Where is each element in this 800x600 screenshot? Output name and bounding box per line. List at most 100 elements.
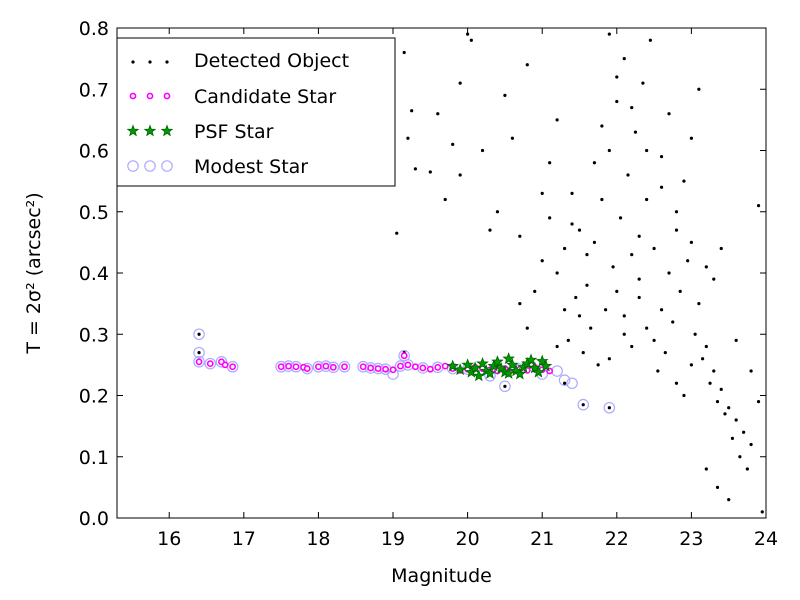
y-tick-label: 0.6 bbox=[79, 141, 109, 163]
detected-object-point bbox=[645, 148, 649, 153]
legend-marker-symbol bbox=[127, 160, 139, 172]
y-tick-label: 0.3 bbox=[79, 324, 109, 346]
detected-object-point bbox=[678, 289, 682, 293]
legend-marker-symbol bbox=[148, 60, 152, 64]
y-tick-label: 0.7 bbox=[79, 79, 109, 101]
x-axis: 16 17 18 19 20 21 22 23 24 bbox=[157, 28, 778, 550]
candidate-star-point bbox=[315, 363, 322, 371]
modest-star-point bbox=[193, 346, 205, 359]
detected-object-point bbox=[637, 295, 641, 300]
legend-marker-symbol bbox=[163, 92, 171, 100]
detected-object-point bbox=[738, 455, 742, 459]
detected-object-point bbox=[622, 314, 626, 318]
legend-label-psf: PSF Star bbox=[194, 121, 274, 143]
psf-star-point bbox=[491, 355, 504, 368]
legend-marker-symbol bbox=[165, 60, 169, 64]
detected-object-point bbox=[727, 498, 731, 502]
detected-object-point bbox=[633, 130, 638, 134]
detected-object-point bbox=[585, 283, 589, 287]
detected-object-point bbox=[734, 418, 738, 422]
psf-star-point bbox=[524, 353, 538, 366]
detected-object-point bbox=[641, 81, 645, 85]
detected-object-point bbox=[510, 136, 514, 140]
legend: Detected Object Candidate Star PSF Star … bbox=[116, 37, 396, 187]
detected-object-point bbox=[596, 363, 600, 367]
y-axis: 0.0 0.1 0.2 0.3 0.4 0.5 0.6 0.7 0.8 bbox=[79, 18, 766, 530]
detected-object-point bbox=[548, 161, 552, 165]
detected-object-point bbox=[466, 32, 470, 36]
psf-star-point bbox=[502, 366, 515, 379]
modest-star-point bbox=[566, 377, 578, 390]
detected-object-point bbox=[406, 136, 410, 140]
modest-star-point bbox=[551, 365, 563, 377]
y-axis-label: T = 2σ² (arcsec²) bbox=[23, 192, 45, 354]
detected-object-point bbox=[443, 197, 447, 202]
x-tick-label: 22 bbox=[605, 528, 629, 550]
detected-object-point bbox=[704, 467, 708, 471]
detected-object-point bbox=[533, 289, 537, 293]
psf-star-point bbox=[453, 363, 467, 376]
candidate-star-point bbox=[411, 363, 419, 371]
detected-object-point bbox=[674, 210, 679, 214]
detected-object-point bbox=[518, 302, 522, 306]
detected-object-point bbox=[760, 510, 764, 514]
psf-star-point bbox=[502, 352, 515, 365]
candidate-star-point bbox=[419, 364, 427, 372]
detected-object-point bbox=[577, 314, 582, 318]
legend-marker-symbol bbox=[129, 92, 137, 100]
x-tick-label: 20 bbox=[456, 528, 480, 550]
detected-object-point bbox=[730, 436, 735, 440]
modest-star-point bbox=[499, 380, 511, 393]
detected-object-point bbox=[413, 167, 417, 171]
psf-star-point bbox=[513, 367, 527, 380]
detected-object-point bbox=[622, 57, 626, 61]
legend-label-detected: Detected Object bbox=[194, 50, 349, 72]
detected-object-point bbox=[742, 430, 746, 434]
detected-object-point bbox=[715, 485, 720, 489]
detected-object-point bbox=[540, 259, 544, 263]
detected-object-point bbox=[626, 173, 630, 177]
detected-object-point bbox=[734, 338, 738, 342]
detected-object-point bbox=[469, 38, 473, 42]
detected-object-point bbox=[749, 369, 753, 373]
detected-object-point bbox=[630, 253, 634, 257]
detected-object-point bbox=[518, 234, 522, 238]
detected-object-point bbox=[686, 259, 690, 263]
y-tick-label: 0.0 bbox=[79, 508, 109, 530]
detected-object-point bbox=[645, 197, 649, 202]
detected-object-point bbox=[745, 467, 749, 471]
x-tick-label: 24 bbox=[754, 528, 778, 550]
psf-star-point bbox=[483, 366, 497, 379]
detected-object-point bbox=[548, 216, 552, 220]
detected-object-point bbox=[600, 197, 604, 202]
detected-object-point bbox=[630, 344, 634, 349]
detected-object-point bbox=[667, 271, 671, 275]
detected-object-point bbox=[607, 406, 611, 410]
detected-object-point bbox=[659, 155, 664, 159]
detected-object-point bbox=[562, 308, 567, 312]
detected-object-point bbox=[715, 400, 720, 404]
detected-object-point bbox=[488, 228, 492, 232]
candidate-star-point bbox=[195, 358, 203, 366]
detected-object-point bbox=[712, 369, 716, 373]
x-tick-label: 16 bbox=[157, 528, 181, 550]
legend-marker-symbol bbox=[126, 124, 140, 137]
detected-object-point bbox=[503, 93, 507, 97]
detected-object-point bbox=[540, 191, 544, 195]
detected-object-point bbox=[495, 210, 500, 214]
detected-object-point bbox=[555, 344, 559, 349]
y-tick-label: 0.1 bbox=[79, 447, 109, 469]
detected-object-point bbox=[574, 295, 578, 300]
detected-object-point bbox=[562, 381, 567, 385]
legend-marker-symbol bbox=[143, 124, 157, 137]
candidate-star-point bbox=[292, 363, 300, 371]
psf-star-point bbox=[539, 359, 553, 372]
detected-object-point bbox=[570, 222, 574, 226]
modest-star-point bbox=[338, 360, 351, 373]
x-tick-label: 23 bbox=[679, 528, 703, 550]
detected-object-point bbox=[723, 412, 727, 416]
detected-object-point bbox=[402, 50, 406, 55]
detected-object-point bbox=[611, 265, 615, 269]
candidate-star-point bbox=[329, 363, 337, 371]
